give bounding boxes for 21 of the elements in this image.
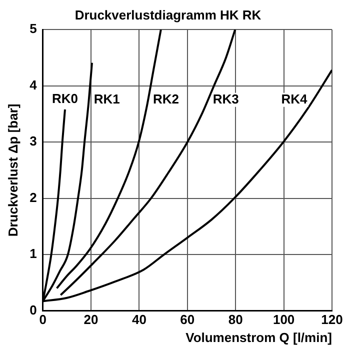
y-axis-title: Druckverlust Δp [bar] [5,104,20,237]
x-tick-label: 100 [272,312,295,328]
series-label: RK0 [52,91,78,106]
series-label: RK1 [94,91,120,106]
y-tick-label: 2 [30,190,37,205]
x-tick-label: 40 [132,312,146,328]
chart-title: Druckverlustdiagramm HK RK [74,7,262,22]
series-label: RK2 [152,91,180,106]
y-tick-label: 5 [30,21,37,36]
y-tick-label: 0 [30,302,37,318]
y-tick-label: 1 [30,246,37,262]
series-label: RK4 [281,91,308,106]
x-tick-label: 120 [321,312,343,328]
x-tick-label: 20 [84,312,98,328]
x-tick-label: 80 [228,312,243,328]
x-axis-title: Volumenstrom Q [l/min] [186,330,332,345]
y-tick-label: 3 [30,134,37,149]
series-label: RK3 [212,91,239,106]
x-tick-label: 60 [180,312,195,328]
y-tick-label: 4 [30,77,38,92]
x-tick-label: 0 [39,312,46,328]
